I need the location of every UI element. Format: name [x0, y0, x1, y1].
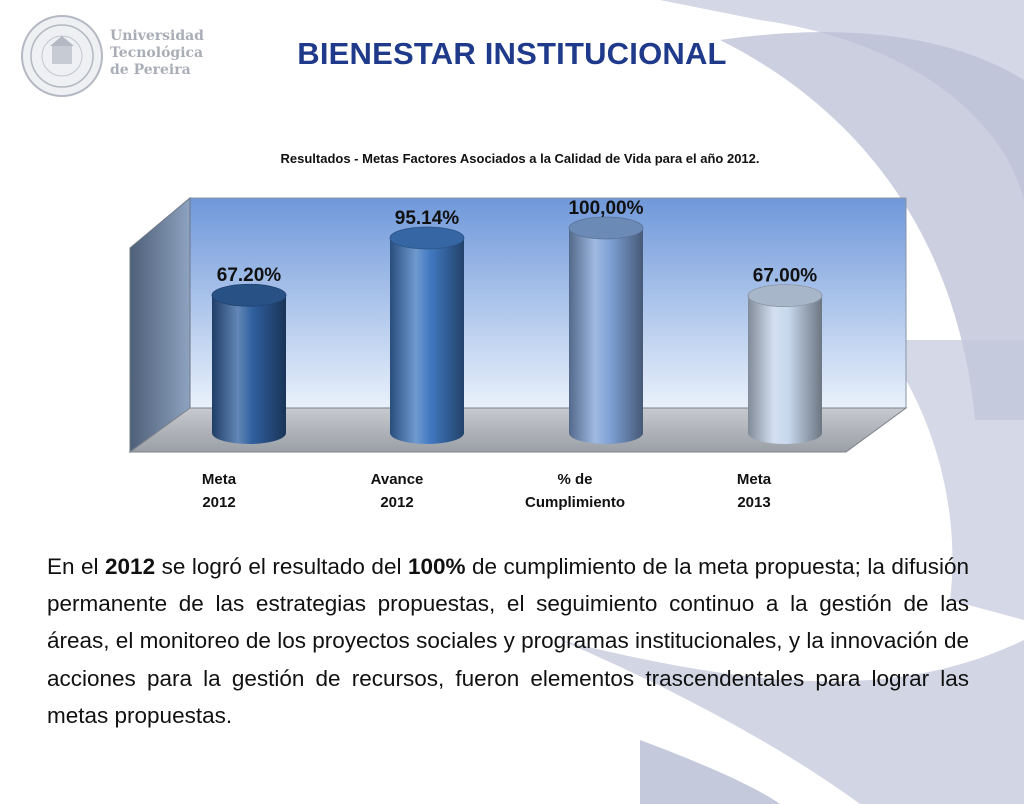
category-label-0: 2012 [202, 494, 235, 511]
data-label-1: 95.14% [395, 208, 460, 229]
category-label-2: Cumplimiento [525, 494, 625, 511]
bar-top-0 [211, 283, 287, 307]
category-label-2: % de [557, 471, 592, 488]
summary-segment: 2012 [105, 554, 156, 579]
logo-line-3: de Pereira [110, 62, 191, 78]
bar-3 [748, 295, 822, 444]
data-label-3: 67.00% [753, 266, 818, 287]
bar-2 [569, 228, 643, 444]
category-label-1: 2012 [380, 494, 413, 511]
chart-floor [128, 407, 908, 453]
bar-top-3 [747, 284, 823, 308]
bar-1 [390, 237, 464, 444]
summary-segment: En el [47, 554, 106, 579]
data-label-0: 67.20% [217, 265, 282, 286]
data-label-2: 100,00% [568, 198, 643, 219]
university-logo: Universidad Tecnológica de Pereira [20, 14, 210, 100]
chart-side-wall [129, 196, 191, 453]
bar-top-1 [389, 226, 465, 250]
summary-paragraph: En el 2012 se logró el resultado del 100… [47, 548, 969, 734]
logo-line-2: Tecnológica [110, 45, 204, 61]
summary-segment: de cumplimiento de la meta propuesta; la… [47, 554, 969, 728]
university-seal-icon [21, 15, 103, 97]
chart-title: Resultados - Metas Factores Asociados a … [280, 151, 760, 166]
category-label-3: 2013 [737, 494, 770, 511]
bar-0 [212, 295, 286, 444]
category-label-3: Meta [737, 471, 772, 488]
page-title: BIENESTAR INSTITUCIONAL [297, 36, 727, 71]
category-label-0: Meta [202, 471, 237, 488]
category-label-1: Avance [371, 471, 424, 488]
summary-segment: 100% [407, 554, 466, 579]
bar-top-2 [568, 216, 644, 240]
summary-segment: se logró el resultado del [155, 554, 408, 579]
university-name: Universidad Tecnológica de Pereira [110, 28, 220, 79]
logo-line-1: Universidad [110, 28, 204, 44]
